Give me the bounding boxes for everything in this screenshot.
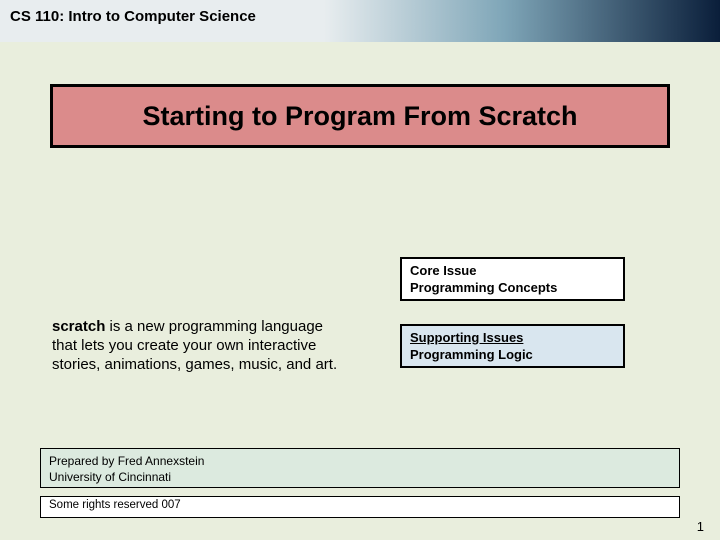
description-text: scratch is a new programming language th… [52, 318, 342, 374]
author-line1: Prepared by Fred Annexstein [49, 453, 671, 469]
main-title: Starting to Program From Scratch [142, 101, 577, 132]
supporting-text: Programming Logic [410, 347, 615, 364]
supporting-issues-box: Supporting Issues Programming Logic [400, 324, 625, 368]
author-line2: University of Cincinnati [49, 469, 671, 485]
course-title: CS 110: Intro to Computer Science [10, 8, 256, 25]
slide-body: Starting to Program From Scratch Core Is… [0, 42, 720, 540]
slide: CS 110: Intro to Computer Science Starti… [0, 0, 720, 540]
page-number: 1 [697, 519, 704, 534]
description-bold: scratch [52, 318, 105, 335]
core-issue-text: Programming Concepts [410, 280, 615, 297]
header-bar: CS 110: Intro to Computer Science [0, 0, 720, 42]
core-issue-label: Core Issue [410, 263, 615, 280]
core-issue-box: Core Issue Programming Concepts [400, 257, 625, 301]
rights-box: Some rights reserved 007 [40, 496, 680, 518]
supporting-label: Supporting Issues [410, 330, 615, 347]
author-box: Prepared by Fred Annexstein University o… [40, 448, 680, 488]
main-title-box: Starting to Program From Scratch [50, 84, 670, 148]
rights-text: Some rights reserved 007 [49, 499, 671, 511]
